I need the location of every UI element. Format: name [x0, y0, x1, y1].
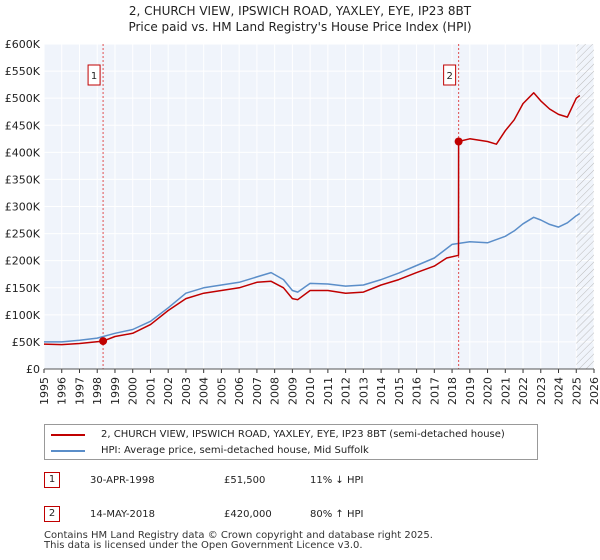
transaction-hpi-diff: 11% ↓ HPI — [310, 475, 364, 486]
y-tick-label: £0 — [26, 363, 40, 376]
x-tick-label: 2023 — [535, 377, 548, 405]
y-tick-label: £300K — [5, 201, 41, 214]
transaction-price: £420,000 — [224, 509, 272, 520]
x-tick-label: 2010 — [304, 377, 317, 405]
x-tick-label: 2020 — [482, 377, 495, 405]
x-tick-label: 2001 — [144, 377, 157, 405]
y-tick-label: £400K — [5, 146, 41, 159]
y-tick-label: £450K — [5, 119, 41, 132]
x-tick-label: 2024 — [553, 377, 566, 405]
x-tick-label: 2013 — [357, 377, 370, 405]
sale-point — [454, 137, 463, 146]
y-tick-label: £50K — [12, 336, 41, 349]
x-tick-label: 2016 — [411, 377, 424, 405]
price-chart: 1 2 £0 £50K £100K £150K £200K £250K £300K £350K £… — [5, 38, 600, 405]
x-tick-label: 1999 — [109, 377, 122, 405]
x-tick-label: 2006 — [233, 377, 246, 405]
x-tick-label: 2005 — [215, 377, 228, 405]
sale-marker-badge — [443, 64, 457, 86]
footer-copyright: Contains HM Land Registry data © Crown c… — [44, 530, 433, 541]
x-tick-label: 2009 — [286, 377, 299, 405]
x-tick-label: 2002 — [162, 377, 175, 405]
x-tick-label: 2011 — [322, 377, 335, 405]
x-tick-label: 1997 — [73, 377, 86, 405]
x-tick-label: 1996 — [56, 377, 69, 405]
x-tick-label: 2025 — [570, 377, 583, 405]
transaction-price: £51,500 — [224, 475, 266, 486]
y-tick-label: £500K — [5, 92, 41, 105]
x-tick-label: 2019 — [464, 377, 477, 405]
x-tick-label: 2004 — [198, 377, 211, 405]
transaction-date: 14-MAY-2018 — [90, 509, 156, 520]
legend-swatch-property — [51, 434, 85, 436]
transaction-badge: 1 — [44, 472, 60, 488]
x-tick-label: 2021 — [499, 377, 512, 405]
x-tick-label: 2007 — [251, 377, 264, 405]
series-line-hpi — [44, 212, 581, 343]
x-tick-label: 1998 — [91, 377, 104, 405]
future-hatch-region — [576, 44, 594, 369]
x-tick-label: 2022 — [517, 377, 530, 405]
transaction-hpi-diff: 80% ↑ HPI — [310, 509, 364, 520]
sale-marker-badge — [87, 64, 101, 86]
x-tick-label: 2003 — [180, 377, 193, 405]
x-tick-label: 2012 — [340, 377, 353, 405]
x-tick-label: 2015 — [393, 377, 406, 405]
sale-marker-label: 1 — [91, 71, 97, 82]
series-line-property — [43, 92, 581, 346]
y-tick-label: £250K — [5, 228, 41, 241]
x-tick-label: 1995 — [38, 377, 51, 405]
y-tick-label: £350K — [5, 173, 41, 186]
footer: Contains HM Land Registry data © Crown c… — [44, 531, 433, 551]
sale-marker-label: 2 — [446, 71, 452, 82]
x-tick-label: 2008 — [269, 377, 282, 405]
x-tick-label: 2000 — [127, 377, 140, 405]
footer-licence: This data is licensed under the Open Gov… — [44, 540, 363, 551]
x-tick-label: 2017 — [428, 377, 441, 405]
transaction-date: 30-APR-1998 — [90, 475, 155, 486]
x-tick-label: 2014 — [375, 377, 388, 405]
y-tick-label: £150K — [5, 282, 41, 295]
x-tick-label: 2026 — [588, 377, 600, 405]
transaction-badge: 2 — [44, 506, 60, 522]
legend-label-property: 2, CHURCH VIEW, IPSWICH ROAD, YAXLEY, EY… — [101, 429, 505, 440]
legend-label-hpi: HPI: Average price, semi-detached house,… — [101, 445, 369, 456]
x-tick-label: 2018 — [446, 377, 459, 405]
legend: 2, CHURCH VIEW, IPSWICH ROAD, YAXLEY, EY… — [44, 424, 538, 460]
sale-point — [99, 337, 108, 346]
y-tick-label: £550K — [5, 65, 41, 78]
y-tick-label: £100K — [5, 309, 41, 322]
legend-swatch-hpi — [51, 450, 85, 452]
y-tick-label: £200K — [5, 255, 41, 268]
y-tick-label: £600K — [5, 38, 41, 51]
chart-subtitle: Price paid vs. HM Land Registry's House … — [128, 20, 472, 34]
chart-title: 2, CHURCH VIEW, IPSWICH ROAD, YAXLEY, EY… — [128, 4, 472, 18]
